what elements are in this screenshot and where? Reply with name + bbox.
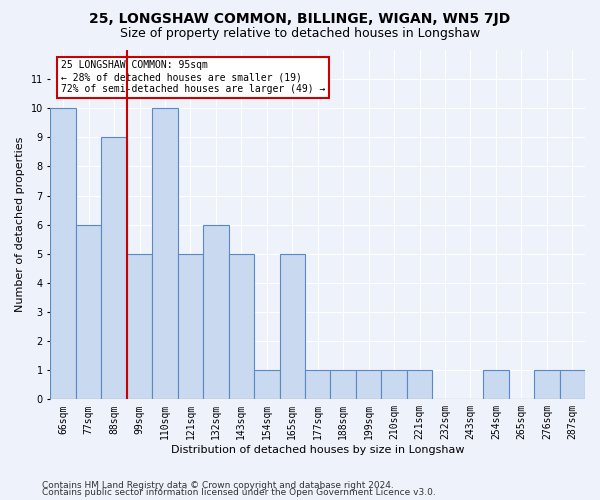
- Bar: [305, 370, 331, 400]
- Bar: [152, 108, 178, 400]
- Bar: [203, 224, 229, 400]
- Text: Size of property relative to detached houses in Longshaw: Size of property relative to detached ho…: [120, 28, 480, 40]
- Bar: [280, 254, 305, 400]
- Bar: [407, 370, 432, 400]
- Bar: [560, 370, 585, 400]
- Bar: [101, 138, 127, 400]
- Text: 25 LONGSHAW COMMON: 95sqm
← 28% of detached houses are smaller (19)
72% of semi-: 25 LONGSHAW COMMON: 95sqm ← 28% of detac…: [61, 60, 326, 94]
- Text: Contains HM Land Registry data © Crown copyright and database right 2024.: Contains HM Land Registry data © Crown c…: [42, 480, 394, 490]
- Bar: [229, 254, 254, 400]
- Y-axis label: Number of detached properties: Number of detached properties: [15, 137, 25, 312]
- Bar: [382, 370, 407, 400]
- Bar: [127, 254, 152, 400]
- Bar: [356, 370, 382, 400]
- X-axis label: Distribution of detached houses by size in Longshaw: Distribution of detached houses by size …: [171, 445, 464, 455]
- Bar: [534, 370, 560, 400]
- Bar: [331, 370, 356, 400]
- Bar: [483, 370, 509, 400]
- Text: 25, LONGSHAW COMMON, BILLINGE, WIGAN, WN5 7JD: 25, LONGSHAW COMMON, BILLINGE, WIGAN, WN…: [89, 12, 511, 26]
- Bar: [50, 108, 76, 400]
- Bar: [178, 254, 203, 400]
- Text: Contains public sector information licensed under the Open Government Licence v3: Contains public sector information licen…: [42, 488, 436, 497]
- Bar: [76, 224, 101, 400]
- Bar: [254, 370, 280, 400]
